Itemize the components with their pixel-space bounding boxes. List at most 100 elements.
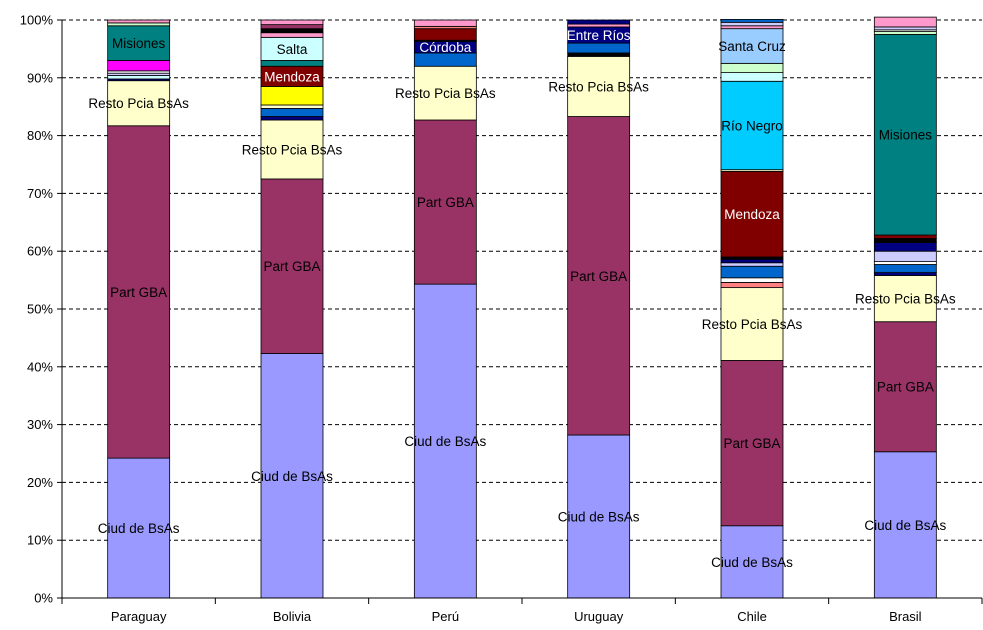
bar-segment [720, 265, 784, 279]
axes: 0% 10% 20% 30% 40% 50% 60% 70% 80% 90% 100% Paragua… [20, 13, 983, 624]
bar-segment [720, 72, 784, 82]
y-tick-label: 80% [27, 128, 53, 143]
bar-segment [873, 250, 937, 263]
bar-segment [873, 238, 937, 243]
x-category-label: Uruguay [574, 609, 624, 624]
bar-segment [260, 178, 324, 354]
bar-segment [107, 125, 171, 459]
segment-data-label: Misiones [879, 128, 933, 143]
segment-data-label: Río Negro [721, 118, 783, 133]
bar-segment [260, 353, 324, 599]
x-category-label: Bolivia [273, 609, 312, 624]
bar-segment [107, 25, 171, 61]
bar-segment [107, 80, 171, 127]
bar-bolivia [260, 19, 324, 599]
segment-data-label: Part GBA [877, 380, 934, 395]
bar-segment [107, 457, 171, 599]
bar-segment [720, 62, 784, 73]
y-tick-label: 50% [27, 302, 53, 317]
y-tick-label: 20% [27, 475, 53, 490]
y-tick-label: 100% [20, 13, 54, 28]
bar-segment [873, 26, 937, 31]
segment-data-label: Part GBA [417, 195, 474, 210]
bar-segment [873, 275, 937, 323]
bar-segment [413, 28, 477, 41]
y-tick-label: 10% [27, 533, 53, 548]
bar-segment [260, 24, 324, 30]
bar-segment [567, 116, 631, 436]
y-tick-label: 60% [27, 244, 53, 259]
segment-data-label: Ciud de BsAs [251, 469, 333, 484]
segment-data-label: Ciud de BsAs [558, 510, 640, 525]
bar-uruguay [567, 19, 631, 599]
segment-data-label: Entre Ríos [567, 28, 631, 43]
y-tick-label: 0% [34, 591, 53, 606]
segment-data-label: Ciud de BsAs [404, 434, 486, 449]
bar-perú [413, 19, 477, 599]
bar-brasil [873, 16, 937, 599]
bar-segment [720, 525, 784, 599]
bar-segment [107, 19, 171, 24]
segment-data-label: Part GBA [570, 269, 627, 284]
bar-segment [873, 234, 937, 239]
bar-chile [720, 19, 784, 599]
bar-segment [720, 19, 784, 23]
segment-data-label: Ciud de BsAs [864, 518, 946, 533]
bar-segment [873, 34, 937, 236]
bar-segment [720, 171, 784, 258]
segment-data-label: Resto Pcia BsAs [242, 142, 343, 157]
bar-segment [413, 283, 477, 599]
bar-segment [873, 264, 937, 273]
y-tick-label: 70% [27, 186, 53, 201]
bar-segment [413, 119, 477, 285]
bar-segment [567, 42, 631, 54]
x-category-label: Perú [432, 609, 459, 624]
segment-data-label: Mendoza [264, 69, 320, 84]
bar-segment [107, 60, 171, 72]
bar-segment [720, 287, 784, 361]
segment-data-label: Resto Pcia BsAs [548, 79, 649, 94]
segment-data-label: Part GBA [723, 436, 780, 451]
bar-segment [107, 22, 171, 27]
bar-segment [720, 28, 784, 64]
bar-segment [413, 19, 477, 27]
gridlines [62, 19, 982, 541]
x-category-label: Chile [737, 609, 767, 624]
segment-data-label: Resto Pcia BsAs [702, 317, 803, 332]
bar-segment [260, 19, 324, 26]
bar-segment [873, 451, 937, 599]
bar-segment [567, 56, 631, 117]
bar-segment [260, 116, 324, 121]
segment-data-label: Salta [277, 42, 308, 57]
bar-segment [873, 272, 937, 276]
bar-segment [720, 25, 784, 30]
segment-data-label: Mendoza [724, 207, 780, 222]
segment-data-label: Ciud de BsAs [98, 521, 180, 536]
x-category-label: Brasil [889, 609, 922, 624]
segment-data-label: Part GBA [263, 259, 320, 274]
segment-data-label: Ciud de BsAs [711, 555, 793, 570]
bar-segment [720, 258, 784, 264]
y-tick-label: 30% [27, 417, 53, 432]
bar-segment [720, 277, 784, 283]
bars [107, 16, 937, 599]
segment-data-label: Resto Pcia BsAs [88, 96, 189, 111]
bar-segment [260, 86, 324, 106]
bar-segment [260, 104, 324, 109]
segment-data-label: Resto Pcia BsAs [855, 292, 956, 307]
segment-data-label: Santa Cruz [718, 39, 786, 54]
bar-segment [567, 23, 631, 28]
y-tick-label: 90% [27, 70, 53, 85]
bar-segment [567, 19, 631, 25]
bar-segment [260, 60, 324, 67]
bar-paraguay [107, 19, 171, 599]
bar-segment [720, 262, 784, 267]
bar-segment [720, 21, 784, 27]
bar-segment [107, 75, 171, 80]
y-tick-label: 40% [27, 359, 53, 374]
x-category-label: Paraguay [111, 609, 167, 624]
bar-segment [873, 261, 937, 265]
bar-segment [260, 32, 324, 38]
